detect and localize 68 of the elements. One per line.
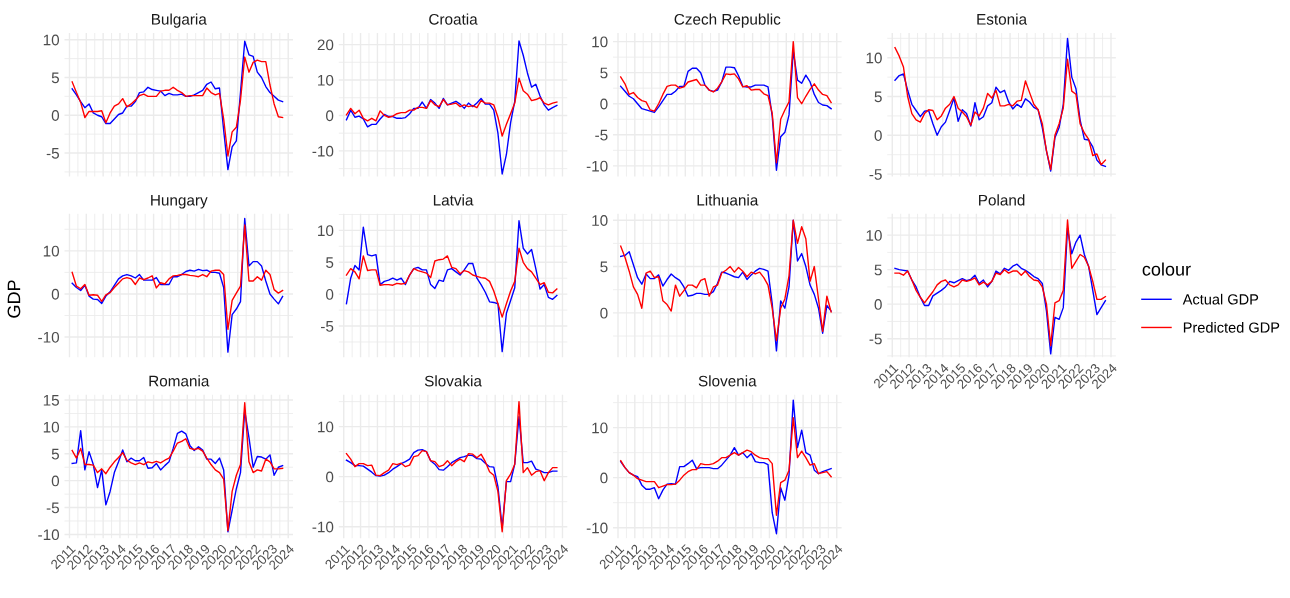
- y-tick-label: 10: [866, 52, 882, 64]
- y-tick-label: 10: [318, 74, 334, 86]
- y-tick-label: -10: [38, 331, 60, 343]
- chart-title: Croatia: [429, 13, 478, 25]
- line-series: [71, 217, 284, 353]
- line-series: [620, 399, 832, 535]
- chart-title: Slovakia: [424, 375, 482, 387]
- y-tick-label: 0: [326, 110, 334, 122]
- y-tick-label: -5: [46, 148, 59, 159]
- chart-title: Poland: [979, 194, 1025, 206]
- line-series: [345, 247, 558, 318]
- y-tick-label: 10: [43, 421, 60, 433]
- line-series: [71, 224, 284, 330]
- legend-label: Predicted GDP: [1183, 322, 1280, 333]
- line-series: [345, 77, 558, 137]
- y-tick-label: -10: [586, 160, 608, 172]
- y-tick-label: -5: [321, 321, 334, 332]
- y-tick-label: -10: [312, 145, 334, 157]
- chart-title: Czech Republic: [674, 13, 781, 28]
- legend-title: colour: [1142, 262, 1191, 276]
- y-tick-label: 0: [600, 98, 608, 110]
- y-tick-label: 10: [592, 36, 608, 48]
- y-tick-label: 0: [51, 110, 60, 121]
- chart-title: Lithuania: [697, 194, 759, 206]
- y-tick-label: -10: [586, 522, 608, 534]
- y-tick-label: 5: [874, 91, 882, 103]
- y-tick-label: 5: [326, 257, 334, 268]
- chart-title: Slovenia: [698, 375, 757, 387]
- y-tick-label: 0: [600, 307, 608, 319]
- legend-label: Actual GDP: [1182, 293, 1259, 305]
- y-tick-label: 20: [317, 39, 334, 51]
- y-tick-label: 0: [874, 299, 882, 310]
- y-tick-label: -10: [312, 521, 334, 533]
- y-tick-label: 10: [43, 245, 60, 257]
- line-series: [345, 220, 558, 353]
- y-tick-label: 10: [592, 215, 608, 226]
- y-tick-label: 0: [326, 471, 334, 483]
- y-tick-label: 0: [600, 472, 608, 484]
- chart-title: Bulgaria: [152, 13, 207, 28]
- line-series: [620, 416, 832, 516]
- chart-title: Latvia: [433, 194, 474, 206]
- y-tick-label: 5: [51, 72, 59, 84]
- y-tick-label: 5: [600, 67, 608, 79]
- y-tick-label: 10: [866, 230, 882, 241]
- y-tick-label: 0: [326, 289, 334, 300]
- y-tick-label: 0: [51, 475, 60, 487]
- y-tick-label: 0: [51, 288, 60, 300]
- y-tick-label: 10: [318, 421, 334, 433]
- y-tick-label: 15: [43, 395, 59, 406]
- line-series: [71, 40, 284, 171]
- y-tick-label: -5: [595, 129, 608, 141]
- y-tick-label: -5: [46, 502, 59, 514]
- y-tick-label: 0: [874, 130, 882, 141]
- chart-title: Hungary: [151, 194, 208, 209]
- y-tick-label: 10: [43, 34, 60, 46]
- chart-title: Romania: [149, 375, 210, 387]
- y-axis-title: GDP: [7, 280, 21, 318]
- y-tick-label: -5: [869, 169, 882, 180]
- y-tick-label: 10: [318, 225, 334, 237]
- line-series: [71, 56, 284, 157]
- chart-title: Estonia: [977, 13, 1028, 25]
- y-tick-label: 10: [592, 422, 608, 434]
- y-tick-label: 5: [600, 261, 608, 273]
- y-tick-label: 5: [874, 264, 882, 276]
- y-tick-label: -5: [869, 333, 882, 345]
- line-series: [345, 40, 558, 175]
- y-tick-label: -10: [38, 529, 60, 541]
- y-tick-label: 5: [51, 448, 59, 460]
